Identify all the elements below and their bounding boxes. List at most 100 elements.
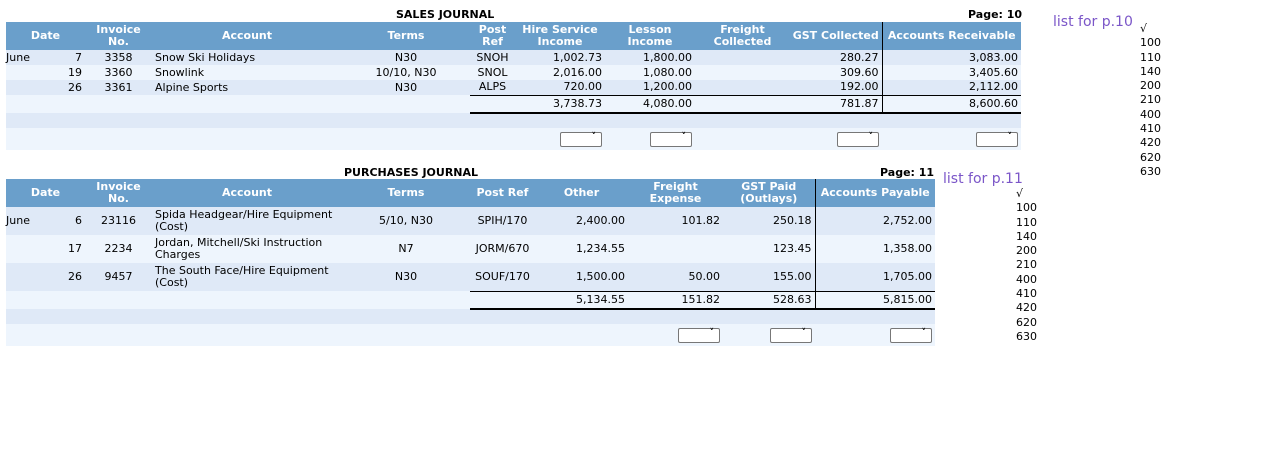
- cell-4: 5/10, N30: [342, 207, 470, 235]
- account-code: 100: [1016, 201, 1037, 215]
- account-code: 110: [1140, 50, 1161, 64]
- table-row: 26 3361 Alpine Sports N30 ALPS 720.00 1,200.00…: [6, 80, 1021, 95]
- account-list-p11: √ 100 110 140 200 210 400 410 420 620 630: [1016, 187, 1037, 344]
- column-header: Freight Collected: [695, 22, 790, 50]
- column-header: Lesson Income: [605, 22, 695, 50]
- account-select[interactable]: ˅: [976, 131, 1018, 147]
- cell-2: 2234: [85, 235, 152, 263]
- cell-2: 3358: [85, 50, 152, 65]
- account-select[interactable]: ˅: [837, 131, 879, 147]
- account-select[interactable]: ˅: [560, 131, 602, 147]
- chevron-down-icon: ˅: [801, 327, 807, 338]
- chevron-down-icon: ˅: [681, 131, 687, 142]
- cell-3: Spida Headgear/Hire Equipment (Cost): [152, 207, 342, 235]
- header-row: Date Invoice No. Account Terms Post Ref Other…: [6, 179, 935, 207]
- cell-7: 101.82: [628, 207, 723, 235]
- cell-6: 720.00: [515, 80, 605, 95]
- chevron-down-icon: ˅: [868, 131, 874, 142]
- list-link-p11[interactable]: list for p.11: [943, 171, 1023, 187]
- date-cell: 19: [6, 65, 85, 80]
- column-header: Account: [152, 179, 342, 207]
- account-code: √: [1016, 187, 1024, 200]
- cell-2: 3361: [85, 80, 152, 95]
- cell-7: 50.00: [628, 263, 723, 291]
- day: 6: [75, 214, 82, 227]
- cell-3: Jordan, Mitchell/Ski Instruction Charges: [152, 235, 342, 263]
- cell-9: 309.60: [790, 65, 882, 80]
- list-link-p10[interactable]: list for p.10: [1053, 14, 1133, 30]
- cell-2: 9457: [85, 263, 152, 291]
- column-header: Terms: [342, 22, 470, 50]
- account-code: 210: [1140, 93, 1161, 107]
- column-header: Accounts Payable: [814, 179, 935, 207]
- cell-2: 23116: [85, 207, 152, 235]
- cell-7: 1,200.00: [605, 80, 695, 95]
- empty-cell: [152, 95, 342, 113]
- day: 26: [68, 80, 82, 94]
- empty-cell: [152, 291, 342, 309]
- sales-journal-table: Date Invoice No. Account Terms Post Ref Hire …: [6, 22, 1021, 150]
- account-select[interactable]: ˅: [650, 131, 692, 147]
- column-header: Account: [152, 22, 342, 50]
- account-code: 200: [1140, 79, 1161, 93]
- cell-3: Snow Ski Holidays: [152, 50, 342, 65]
- date-cell: June 6: [6, 207, 85, 235]
- date-cell: 26: [6, 263, 85, 291]
- account-select[interactable]: ˅: [770, 327, 812, 343]
- column-header: GST Collected: [790, 22, 882, 50]
- table-row: June 7 3358 Snow Ski Holidays N30 SNOH 1,002.7…: [6, 50, 1021, 65]
- empty-cell: [470, 290, 535, 310]
- cell-8: 155.00: [723, 263, 815, 291]
- cell-4: N30: [342, 80, 470, 95]
- column-header: Post Ref: [470, 179, 535, 207]
- cell-6: 2,016.00: [515, 65, 605, 80]
- date-cell: 26: [6, 80, 85, 95]
- account-select[interactable]: ˅: [678, 327, 720, 343]
- cell-8: 123.45: [723, 235, 815, 263]
- chevron-down-icon: ˅: [591, 131, 597, 142]
- chevron-down-icon: ˅: [921, 327, 927, 338]
- cell-8: [695, 65, 790, 80]
- cell-5: SNOH: [470, 50, 515, 65]
- totals-row: 5,134.55 151.82 528.63 5,815.00: [6, 290, 935, 310]
- cell-4: N30: [342, 263, 470, 291]
- cell-9: 2,752.00: [814, 207, 935, 235]
- table-row: 19 3360 Snowlink 10/10, N30 SNOL 2,016.00 1,08…: [6, 65, 1021, 80]
- account-select[interactable]: ˅: [890, 327, 932, 343]
- cell-6: 1,234.55: [535, 235, 628, 263]
- cell-9: 1,358.00: [814, 235, 935, 263]
- purchases-page-number: Page: 11: [880, 166, 935, 179]
- total-cell: 5,815.00: [814, 290, 935, 310]
- chevron-down-icon: ˅: [709, 327, 715, 338]
- day: 26: [68, 270, 82, 283]
- cell-6: 1,500.00: [535, 263, 628, 291]
- account-code: 630: [1016, 329, 1037, 343]
- empty-cell: [6, 291, 85, 309]
- account-code: √: [1140, 22, 1148, 35]
- date-cell: June 7: [6, 50, 85, 65]
- cell-4: N7: [342, 235, 470, 263]
- cell-10: 2,112.00: [881, 80, 1021, 95]
- sales-page-number: Page: 10: [968, 8, 1023, 21]
- account-code: 100: [1140, 36, 1161, 50]
- day: 19: [68, 65, 82, 79]
- table-row: 26 9457 The South Face/Hire Equipment (Cos…: [6, 263, 935, 291]
- cell-8: [695, 80, 790, 95]
- cell-3: The South Face/Hire Equipment (Cost): [152, 263, 342, 291]
- account-code: 410: [1140, 122, 1161, 136]
- table-row: June 6 23116 Spida Headgear/Hire Equipment …: [6, 207, 935, 235]
- account-code: 140: [1140, 64, 1161, 78]
- column-header: Invoice No.: [85, 179, 152, 207]
- total-cell: 151.82: [628, 290, 723, 310]
- blank-row: [6, 309, 935, 324]
- account-code: 210: [1016, 258, 1037, 272]
- month: June: [6, 214, 30, 227]
- day: 7: [75, 50, 82, 64]
- total-cell: 8,600.60: [881, 94, 1021, 114]
- total-cell: 5,134.55: [535, 290, 628, 310]
- column-header: Hire Service Income: [515, 22, 605, 50]
- header-row: Date Invoice No. Account Terms Post Ref Hire …: [6, 22, 1021, 50]
- column-header: Other: [535, 179, 628, 207]
- cell-5: JORM/670: [470, 235, 535, 263]
- cell-2: 3360: [85, 65, 152, 80]
